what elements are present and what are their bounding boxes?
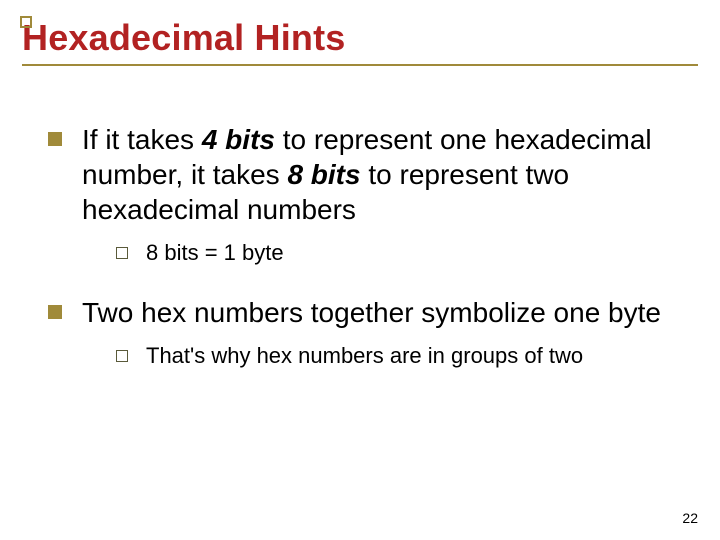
square-bullet-icon xyxy=(48,305,62,319)
corner-accent-icon xyxy=(20,16,32,28)
title-underline xyxy=(22,64,698,66)
bullet-item: Two hex numbers together symbolize one b… xyxy=(48,295,680,330)
square-bullet-icon xyxy=(48,132,62,146)
bullet-text: If it takes 4 bits to represent one hexa… xyxy=(82,122,680,227)
slide-title: Hexadecimal Hints xyxy=(22,18,698,58)
bullet-text: Two hex numbers together symbolize one b… xyxy=(82,295,661,330)
sub-bullet-item: 8 bits = 1 byte xyxy=(116,239,680,268)
sub-bullet-text: 8 bits = 1 byte xyxy=(146,239,284,268)
sub-bullet-text: That's why hex numbers are in groups of … xyxy=(146,342,583,371)
title-region: Hexadecimal Hints xyxy=(0,18,720,72)
slide-body: If it takes 4 bits to represent one hexa… xyxy=(0,72,720,371)
sub-bullet-item: That's why hex numbers are in groups of … xyxy=(116,342,680,371)
text-run: If it takes xyxy=(82,124,202,155)
text-run-emph: 8 bits xyxy=(287,159,360,190)
bullet-item: If it takes 4 bits to represent one hexa… xyxy=(48,122,680,227)
open-square-bullet-icon xyxy=(116,247,128,259)
open-square-bullet-icon xyxy=(116,350,128,362)
page-number: 22 xyxy=(682,510,698,526)
slide: Hexadecimal Hints If it takes 4 bits to … xyxy=(0,0,720,540)
text-run-emph: 4 bits xyxy=(202,124,275,155)
